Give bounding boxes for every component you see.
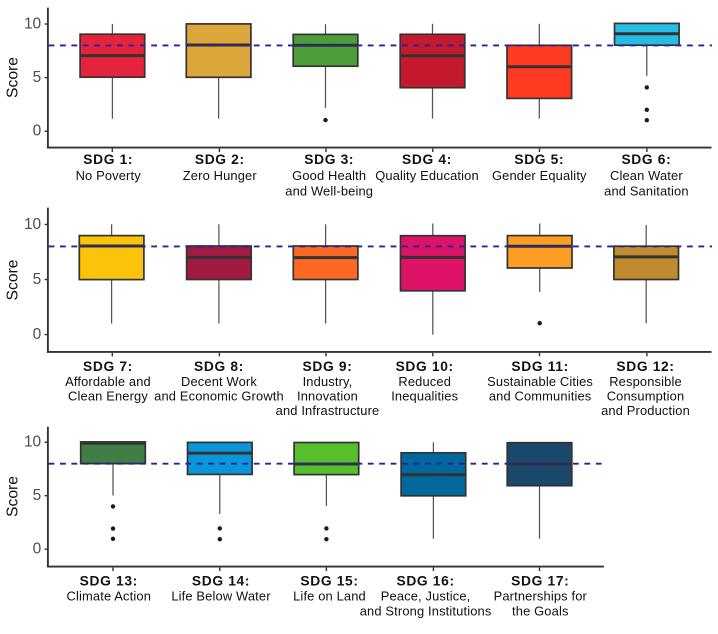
svg-text:Life on Land: Life on Land — [293, 589, 366, 604]
svg-text:and Communities: and Communities — [489, 389, 592, 404]
svg-text:Score: Score — [5, 57, 22, 98]
svg-text:SDG 7:: SDG 7: — [83, 359, 133, 374]
svg-text:SDG 1:: SDG 1: — [83, 152, 133, 167]
svg-text:10: 10 — [24, 216, 42, 233]
svg-text:and Infrastructure: and Infrastructure — [276, 403, 380, 418]
svg-text:SDG 16:: SDG 16: — [396, 574, 454, 589]
svg-text:0: 0 — [33, 541, 42, 558]
svg-text:Clean Water: Clean Water — [610, 168, 683, 183]
svg-text:No Poverty: No Poverty — [76, 168, 142, 183]
svg-text:10: 10 — [24, 434, 42, 451]
svg-text:SDG 12:: SDG 12: — [616, 359, 674, 374]
svg-text:Responsible: Responsible — [609, 374, 682, 389]
svg-text:Good Health: Good Health — [292, 168, 366, 183]
svg-text:SDG 6:: SDG 6: — [621, 152, 671, 167]
svg-text:SDG 5:: SDG 5: — [514, 152, 564, 167]
svg-text:Sustainable Cities: Sustainable Cities — [487, 374, 593, 389]
svg-text:Score: Score — [5, 259, 22, 300]
svg-text:0: 0 — [33, 326, 42, 343]
svg-text:SDG 8:: SDG 8: — [194, 359, 244, 374]
svg-text:and Sanitation: and Sanitation — [604, 183, 689, 198]
svg-text:SDG 4:: SDG 4: — [402, 152, 452, 167]
svg-text:SDG 11:: SDG 11: — [511, 359, 568, 374]
svg-text:Score: Score — [5, 476, 22, 517]
svg-text:Innovation: Innovation — [297, 389, 358, 404]
svg-text:SDG 15:: SDG 15: — [300, 574, 358, 589]
svg-text:5: 5 — [33, 487, 42, 504]
svg-text:and Strong Institutions: and Strong Institutions — [360, 604, 492, 619]
svg-text:Quality Education: Quality Education — [375, 168, 479, 183]
svg-text:the Goals: the Goals — [512, 604, 569, 619]
svg-text:5: 5 — [33, 271, 42, 288]
svg-text:Life Below Water: Life Below Water — [171, 589, 271, 604]
svg-text:and Production: and Production — [601, 403, 690, 418]
svg-text:SDG 10:: SDG 10: — [396, 359, 454, 374]
svg-text:and Economic Growth: and Economic Growth — [154, 389, 284, 404]
svg-text:SDG 13:: SDG 13: — [80, 574, 138, 589]
svg-text:SDG 17:: SDG 17: — [511, 574, 569, 589]
svg-text:Climate Action: Climate Action — [67, 589, 152, 604]
svg-text:and Well-being: and Well-being — [285, 183, 373, 198]
svg-text:Zero Hunger: Zero Hunger — [183, 168, 258, 183]
svg-text:Decent Work: Decent Work — [181, 374, 257, 389]
svg-text:SDG 2:: SDG 2: — [195, 152, 245, 167]
svg-text:Consumption: Consumption — [607, 389, 685, 404]
svg-text:Peace, Justice,: Peace, Justice, — [381, 589, 471, 604]
svg-text:SDG 9:: SDG 9: — [303, 359, 353, 374]
svg-text:Reduced: Reduced — [398, 374, 451, 389]
svg-text:Clean Energy: Clean Energy — [68, 389, 148, 404]
svg-text:SDG 3:: SDG 3: — [304, 152, 354, 167]
svg-text:10: 10 — [24, 16, 42, 33]
svg-text:Industry,: Industry, — [303, 374, 353, 389]
svg-text:0: 0 — [33, 123, 42, 140]
svg-text:Partnerships for: Partnerships for — [494, 589, 588, 604]
svg-text:SDG 14:: SDG 14: — [192, 574, 250, 589]
svg-text:5: 5 — [33, 69, 42, 86]
svg-text:Inequalities: Inequalities — [391, 389, 458, 404]
svg-text:Affordable and: Affordable and — [65, 374, 151, 389]
svg-text:Gender Equality: Gender Equality — [492, 168, 587, 183]
